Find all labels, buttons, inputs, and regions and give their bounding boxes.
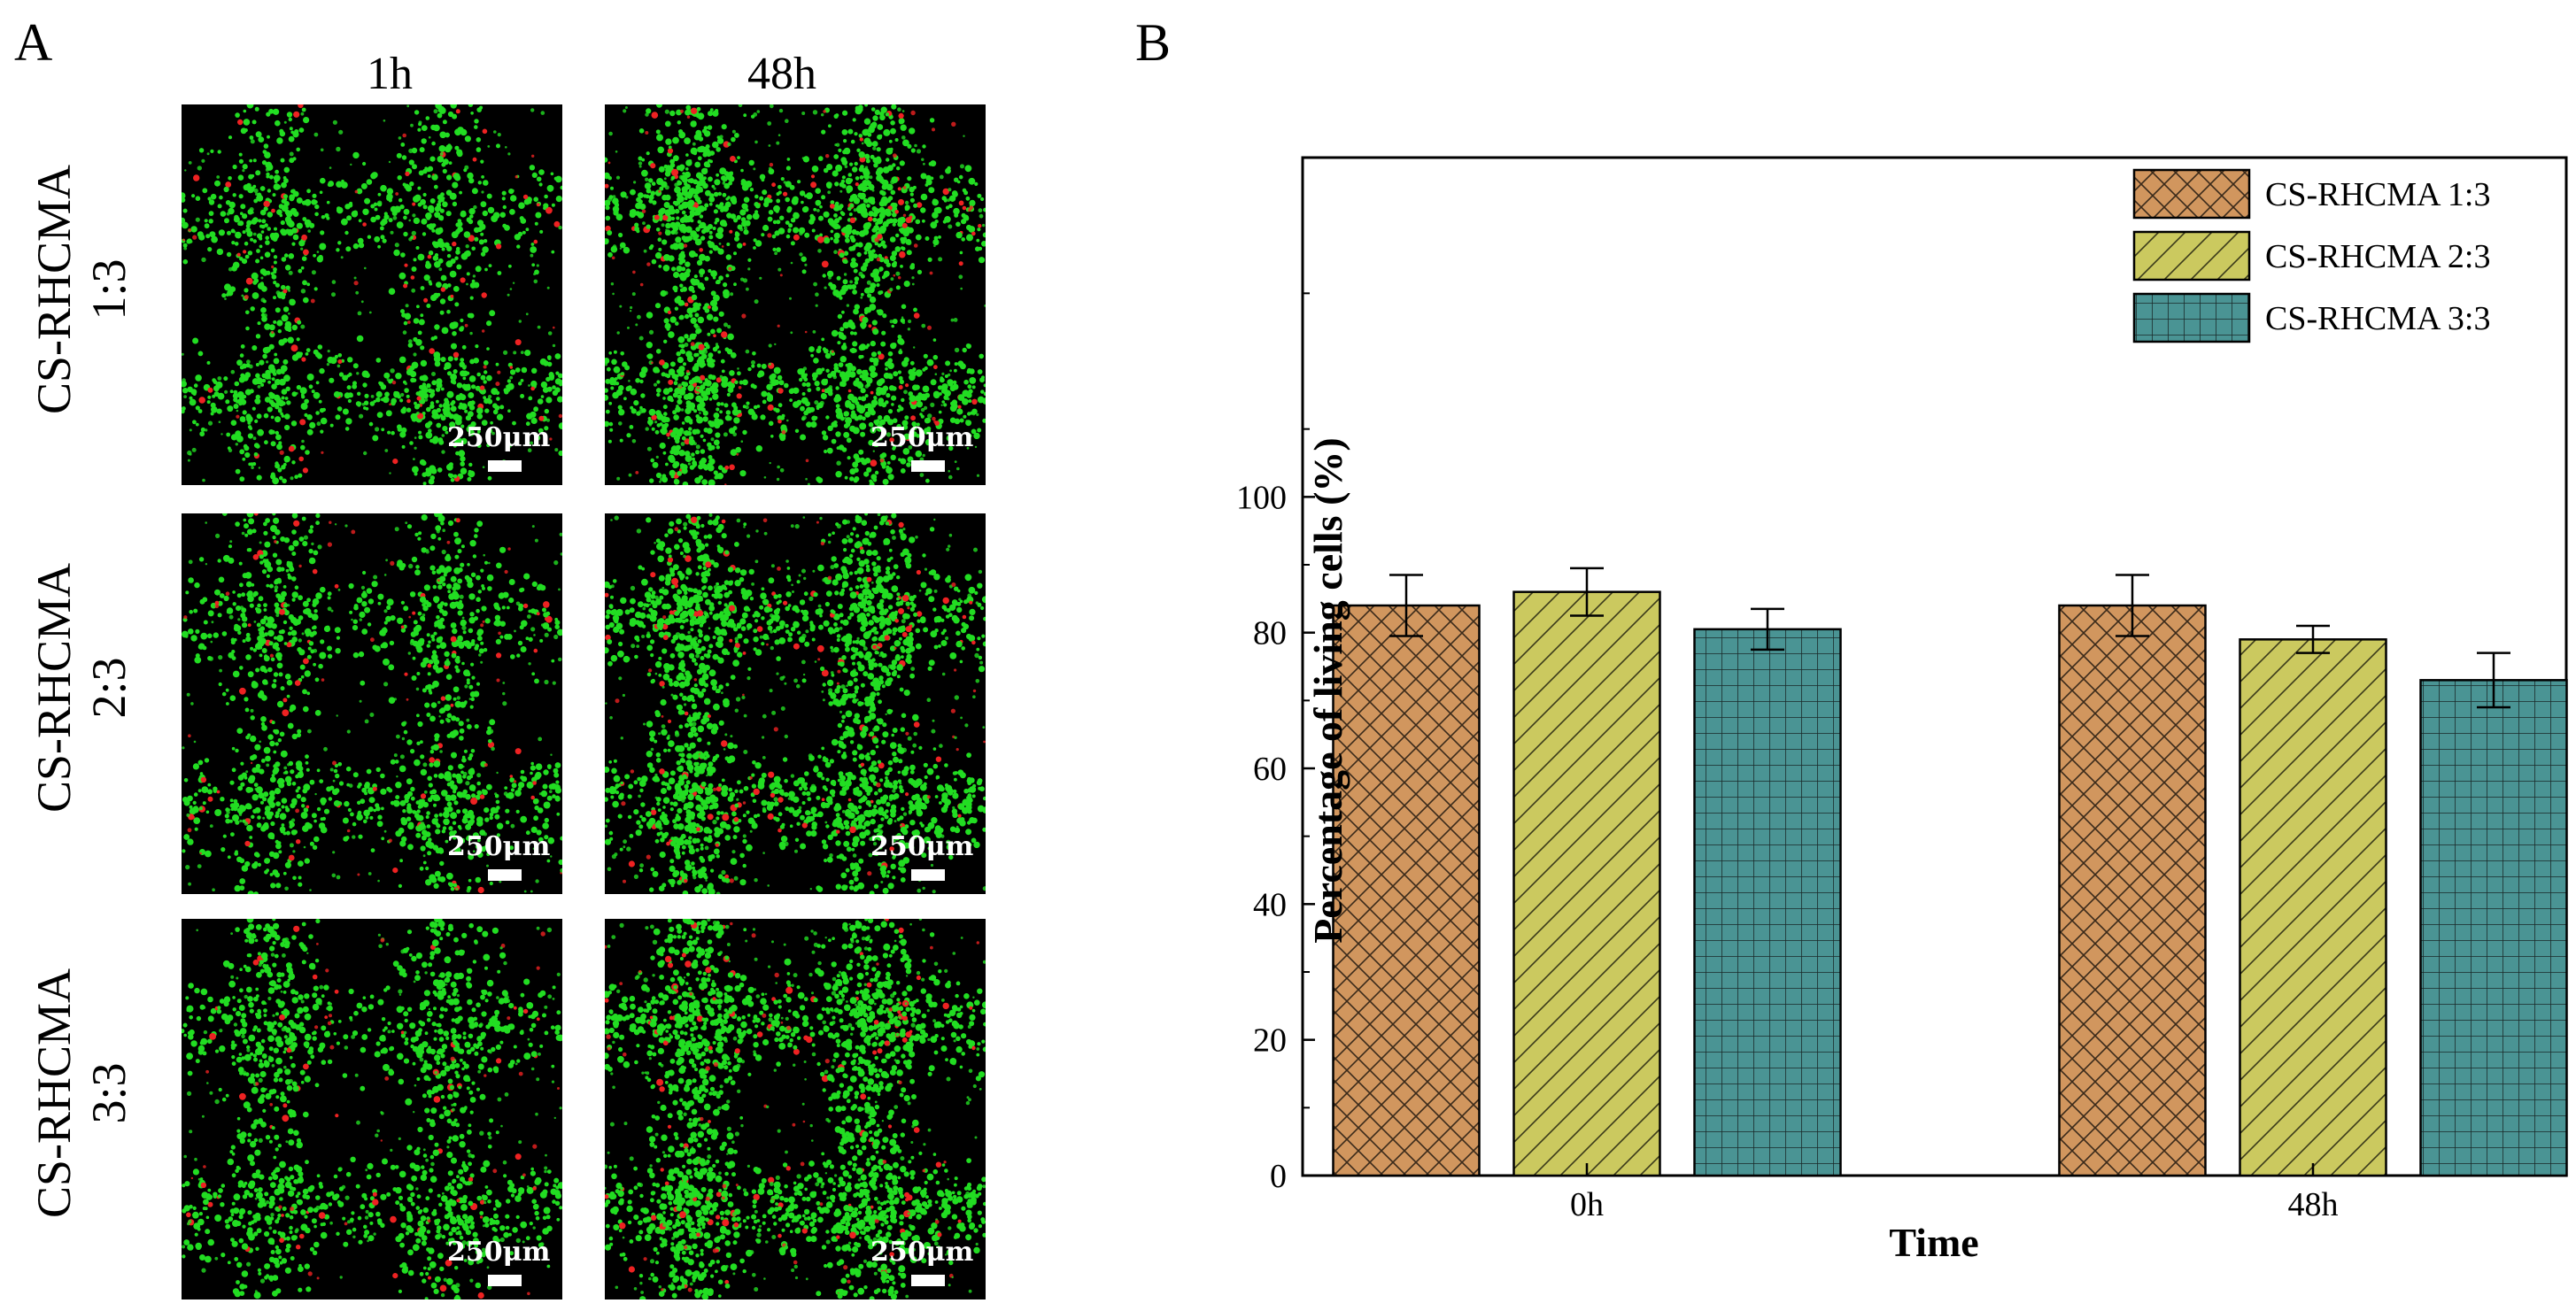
legend: CS-RHCMA 1:3 CS-RHCMA 2:3 CS-RHCMA 3:3 — [2132, 168, 2490, 343]
y-tick-label: 60 — [1253, 751, 1287, 788]
bars-layer — [1332, 567, 2568, 1177]
legend-label: CS-RHCMA 3:3 — [2265, 300, 2490, 337]
x-axis-title: Time — [1889, 1220, 1978, 1265]
bar — [2239, 638, 2387, 1177]
scale-bar-label: 250μm — [447, 831, 551, 862]
legend-label: CS-RHCMA 2:3 — [2265, 238, 2490, 275]
bar — [1693, 628, 1842, 1177]
error-bar — [1570, 567, 1604, 617]
legend-item: CS-RHCMA 1:3 — [2132, 168, 2490, 220]
x-tick-label: 48h — [2288, 1186, 2339, 1223]
scale-bar — [488, 869, 522, 881]
legend-swatch — [2132, 168, 2251, 220]
micrograph: 250μm — [182, 513, 562, 894]
scale-bar — [488, 1275, 522, 1286]
micrograph: 250μm — [182, 919, 562, 1299]
scale-bar-label: 250μm — [870, 1237, 974, 1268]
column-label-1h: 1h — [367, 49, 413, 99]
error-bar — [2296, 624, 2330, 654]
scale-bar-label: 250μm — [447, 422, 551, 453]
panel-b-letter: B — [1135, 13, 1172, 72]
x-axis: 0h 48h — [1570, 1163, 2339, 1223]
y-tick-label: 100 — [1236, 479, 1287, 516]
scale-bar-label: 250μm — [870, 422, 974, 453]
bar — [1332, 604, 1481, 1177]
error-bar — [2116, 574, 2149, 637]
micrograph: 250μm — [182, 104, 562, 485]
y-tick-label: 80 — [1253, 615, 1287, 652]
micrograph: 250μm — [605, 919, 986, 1299]
legend-item: CS-RHCMA 2:3 — [2132, 230, 2490, 281]
scale-bar — [911, 460, 945, 472]
column-label-48h: 48h — [747, 49, 816, 99]
scale-bar — [911, 1275, 945, 1286]
legend-item: CS-RHCMA 3:3 — [2132, 292, 2490, 343]
scale-bar-label: 250μm — [447, 1237, 551, 1268]
y-tick-label: 0 — [1270, 1158, 1287, 1195]
scale-bar-label: 250μm — [870, 831, 974, 862]
error-bar — [1751, 607, 1784, 652]
bar — [2419, 679, 2568, 1177]
scale-bar — [488, 460, 522, 472]
y-axis: 0 20 40 60 80 100 — [1236, 292, 1315, 1195]
y-tick-label: 20 — [1253, 1022, 1287, 1060]
legend-label: CS-RHCMA 1:3 — [2265, 176, 2490, 213]
bar — [2058, 604, 2207, 1177]
x-tick-label: 0h — [1570, 1186, 1604, 1223]
scale-bar — [911, 869, 945, 881]
legend-swatch — [2132, 292, 2251, 343]
error-bar — [1389, 574, 1423, 637]
panel-a-letter: A — [14, 13, 53, 72]
error-bar — [2477, 652, 2510, 709]
y-tick-label: 40 — [1253, 886, 1287, 923]
plot-frame — [1301, 156, 2568, 1177]
micrograph: 250μm — [605, 104, 986, 485]
micrograph: 250μm — [605, 513, 986, 894]
y-axis-title: Percentage of living cells (%) — [1305, 437, 1350, 943]
legend-swatch — [2132, 230, 2251, 281]
bar — [1512, 590, 1661, 1177]
